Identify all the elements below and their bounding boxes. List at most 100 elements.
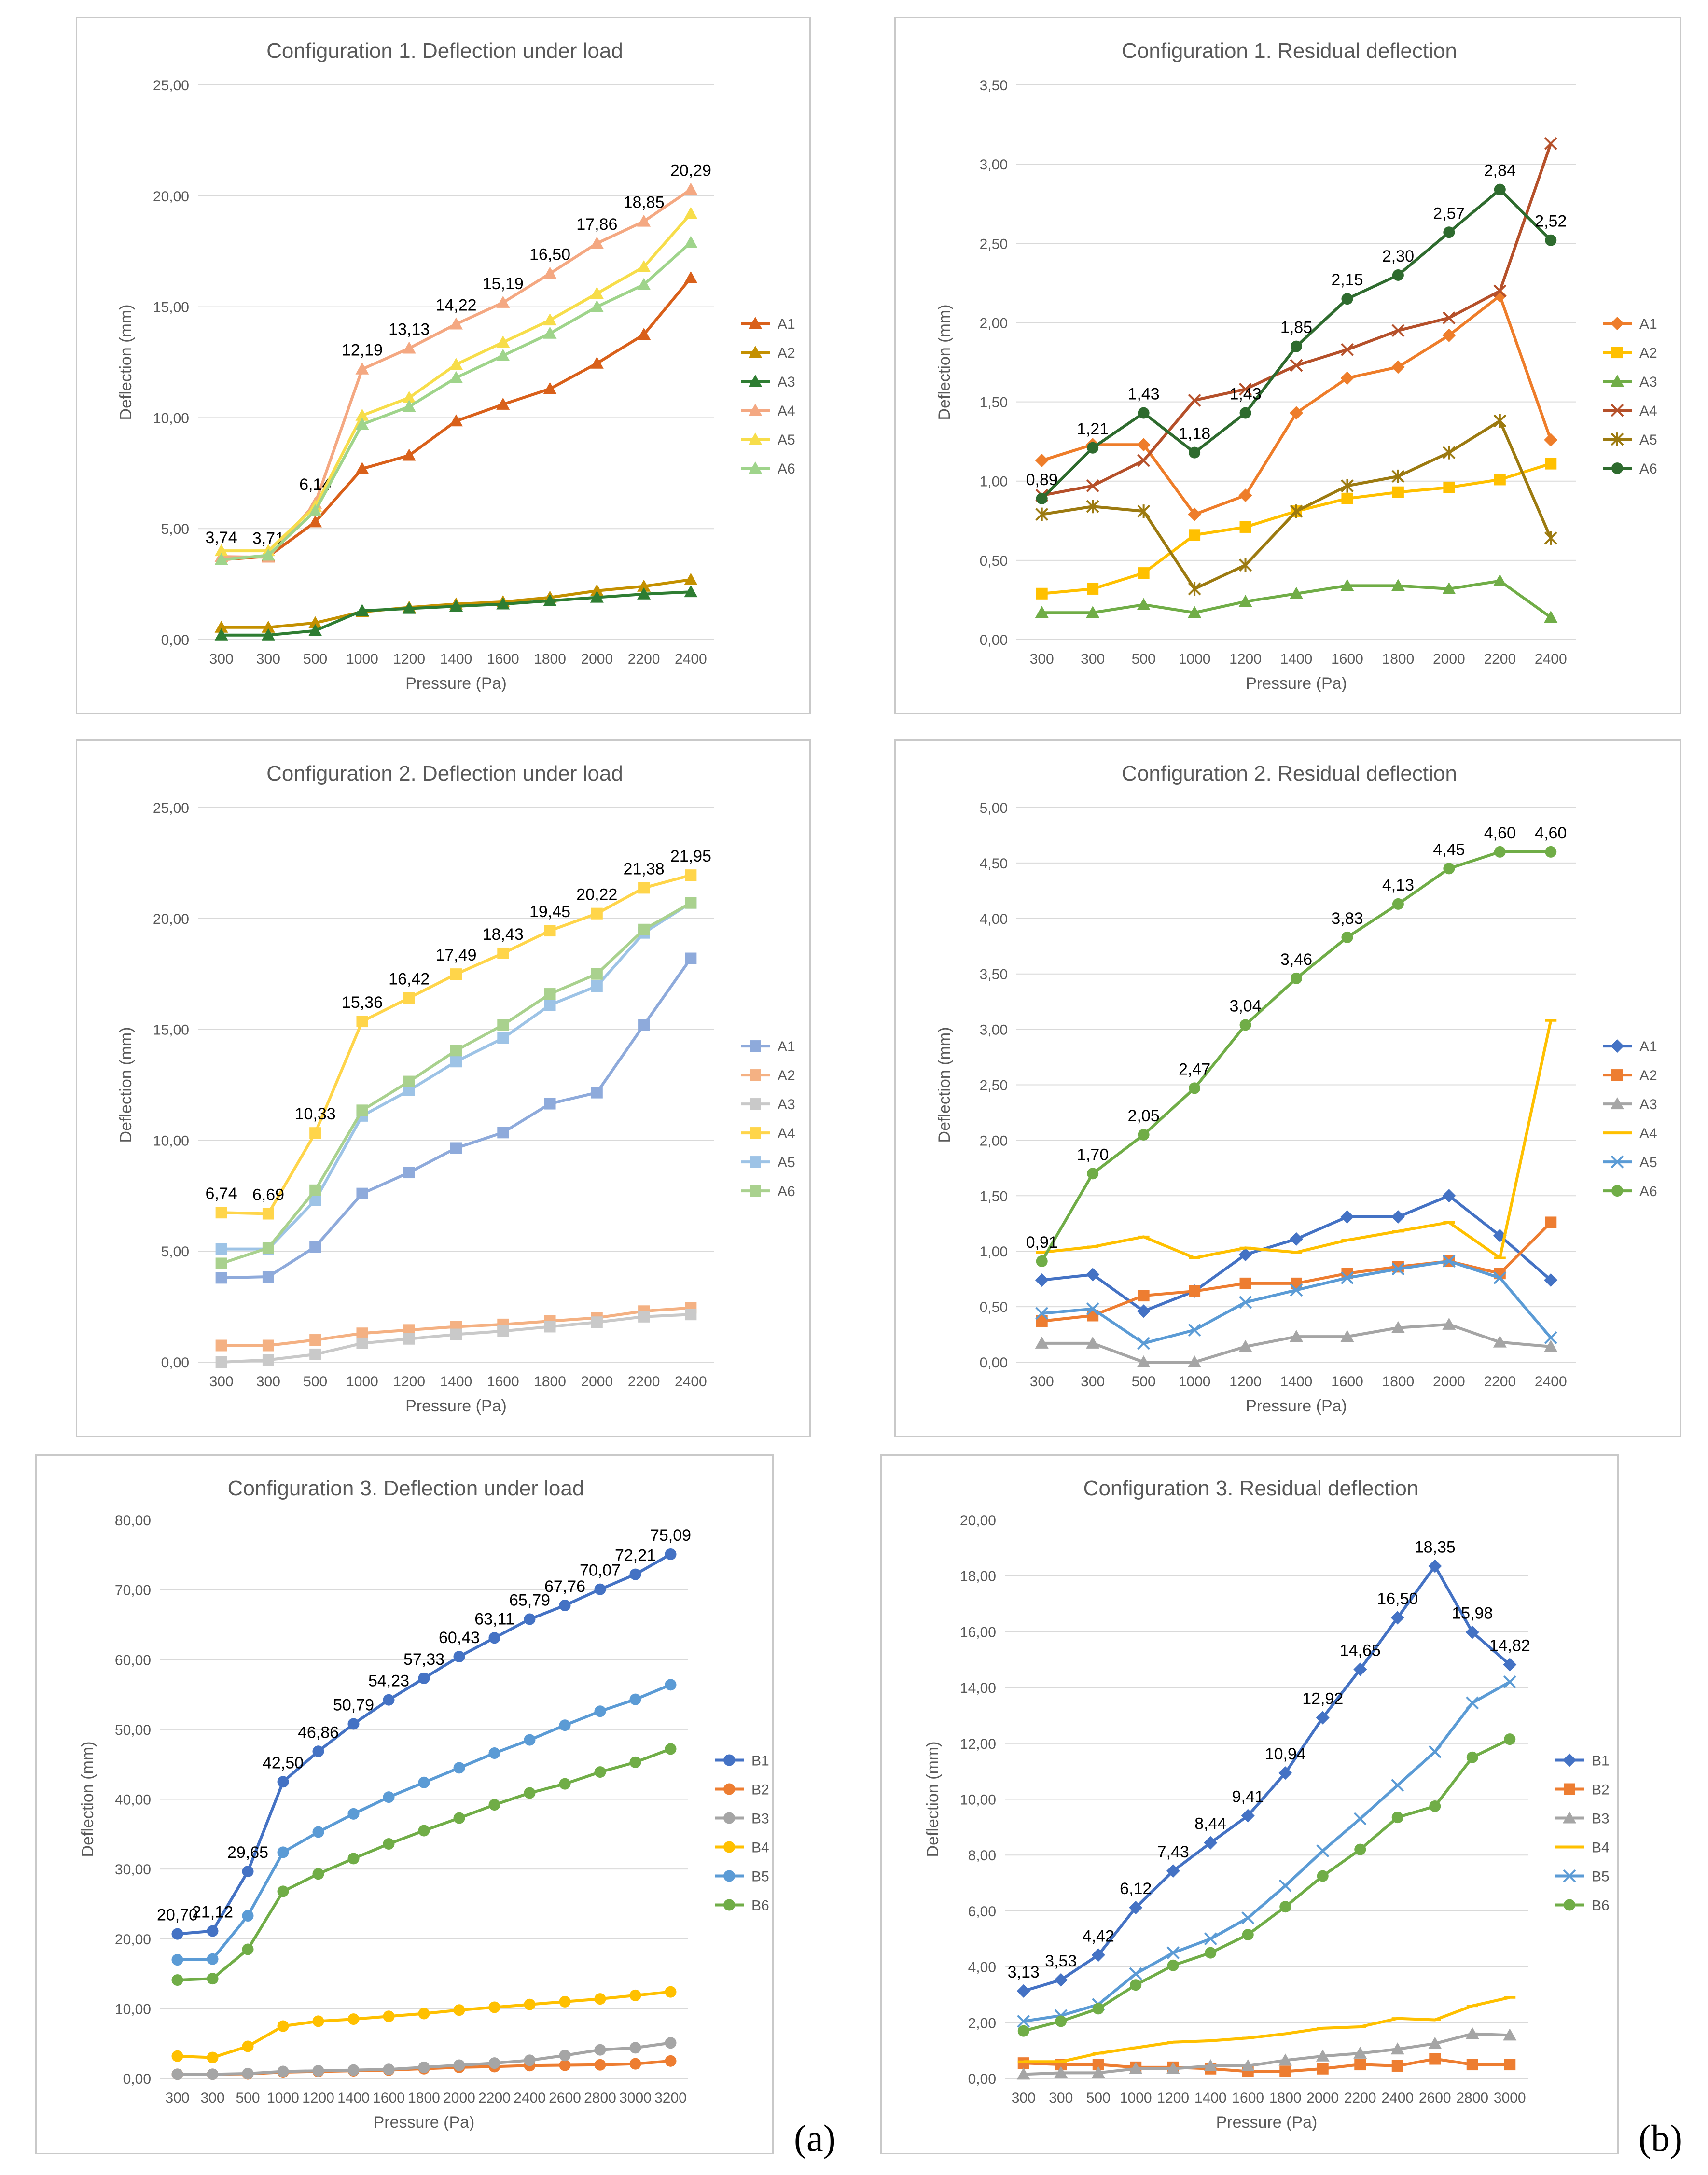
data-point xyxy=(214,620,228,633)
data-point xyxy=(1036,492,1048,504)
x-tick-label: 300 xyxy=(209,1374,234,1390)
data-label: 1,85 xyxy=(1280,319,1312,337)
data-point xyxy=(1278,2053,1292,2066)
data-label: 10,94 xyxy=(1265,1745,1306,1763)
data-point xyxy=(261,548,275,561)
data-point xyxy=(637,328,651,340)
y-tick-label: 20,00 xyxy=(153,911,189,927)
data-label: 3,46 xyxy=(1280,950,1312,969)
x-tick-label: 1800 xyxy=(408,2090,440,2106)
data-point xyxy=(1442,582,1456,594)
data-point xyxy=(594,1993,606,2005)
legend-label: B6 xyxy=(1592,1898,1610,1914)
legend-marker xyxy=(723,1841,735,1853)
data-point xyxy=(1392,898,1404,910)
legend-marker xyxy=(1564,1783,1575,1795)
chart-title: Configuration 1. Deflection under load xyxy=(266,39,623,63)
data-point xyxy=(1241,1911,1255,1924)
data-point xyxy=(453,1651,465,1663)
data-point xyxy=(1545,458,1557,470)
data-point xyxy=(262,1339,274,1352)
y-axis-title: Deflection (mm) xyxy=(79,1742,97,1857)
data-point xyxy=(277,2020,289,2032)
legend-label: A6 xyxy=(1639,461,1657,477)
legend-label: A1 xyxy=(1639,1039,1657,1055)
legend-label: B1 xyxy=(1592,1753,1610,1769)
data-label: 1,43 xyxy=(1128,385,1160,404)
legend-marker xyxy=(749,404,762,416)
chart-title: Configuration 3. Residual deflection xyxy=(1083,1477,1419,1500)
data-point xyxy=(543,326,557,339)
legend-marker xyxy=(750,1156,761,1168)
data-point xyxy=(543,313,557,326)
data-point xyxy=(1242,1929,1254,1941)
legend-item: A1 xyxy=(741,316,795,332)
series-A1 xyxy=(1035,289,1558,521)
data-point xyxy=(1390,1611,1404,1625)
data-label: 16,50 xyxy=(529,246,570,264)
x-tick-label: 1400 xyxy=(1280,651,1313,667)
legend-label: A2 xyxy=(778,1068,795,1084)
data-point xyxy=(629,1989,641,2001)
data-point xyxy=(1354,2059,1366,2071)
data-point xyxy=(1054,1973,1068,1987)
data-point xyxy=(308,515,322,528)
data-point xyxy=(665,2055,677,2067)
data-point xyxy=(1238,488,1252,502)
data-point xyxy=(1239,558,1252,572)
data-point xyxy=(1341,1271,1354,1284)
x-tick-label: 300 xyxy=(1030,651,1054,667)
data-point xyxy=(1504,2059,1516,2071)
legend-marker xyxy=(1611,462,1623,474)
data-point xyxy=(262,1242,274,1254)
data-point xyxy=(1017,2025,1029,2037)
data-point xyxy=(1503,1658,1517,1672)
data-point xyxy=(665,1743,677,1755)
legend-label: B2 xyxy=(1592,1782,1610,1798)
data-point xyxy=(1290,1283,1303,1297)
x-tick-label: 1200 xyxy=(1229,1374,1262,1390)
data-point xyxy=(1341,343,1354,356)
data-label: 18,35 xyxy=(1415,1538,1456,1556)
data-label: 12,92 xyxy=(1302,1690,1343,1708)
data-point xyxy=(496,295,510,308)
data-point xyxy=(543,382,557,394)
data-label: 2,15 xyxy=(1331,271,1363,289)
data-point xyxy=(277,1885,289,1897)
data-point xyxy=(450,1328,462,1340)
data-point xyxy=(488,2057,500,2069)
chart-panel-config1-residual: Configuration 1. Residual deflection 0,00… xyxy=(894,17,1681,714)
data-point xyxy=(215,1207,227,1219)
legend-item: A1 xyxy=(1603,316,1657,332)
legend-item: A4 xyxy=(741,1126,795,1142)
data-point xyxy=(171,2050,183,2062)
legend-item: B4 xyxy=(1555,1840,1610,1856)
data-point xyxy=(1035,606,1049,618)
y-axis-title: Deflection (mm) xyxy=(935,1027,954,1143)
data-point xyxy=(1129,1900,1143,1914)
data-point xyxy=(1167,1959,1179,1971)
data-point xyxy=(1238,1248,1252,1262)
data-point xyxy=(242,2040,254,2052)
data-point xyxy=(1188,1323,1201,1337)
data-point xyxy=(355,604,369,616)
y-tick-label: 0,00 xyxy=(980,1355,1008,1371)
data-point xyxy=(1493,414,1507,428)
legend-label: A5 xyxy=(778,432,795,448)
data-point xyxy=(496,397,510,410)
data-point xyxy=(1544,137,1557,150)
data-point xyxy=(215,1243,227,1255)
legend-label: A4 xyxy=(1639,1126,1657,1142)
x-tick-label: 1200 xyxy=(1229,651,1262,667)
data-label: 54,23 xyxy=(368,1672,409,1690)
y-tick-label: 1,50 xyxy=(980,1188,1008,1204)
data-point xyxy=(1091,1948,1105,1962)
data-point xyxy=(242,1943,254,1955)
x-tick-label: 3200 xyxy=(654,2090,687,2106)
y-tick-label: 10,00 xyxy=(153,410,189,426)
data-label: 3,04 xyxy=(1229,997,1261,1015)
y-tick-label: 0,00 xyxy=(161,632,189,648)
data-point xyxy=(1188,1355,1202,1367)
data-point xyxy=(1204,2059,1218,2071)
